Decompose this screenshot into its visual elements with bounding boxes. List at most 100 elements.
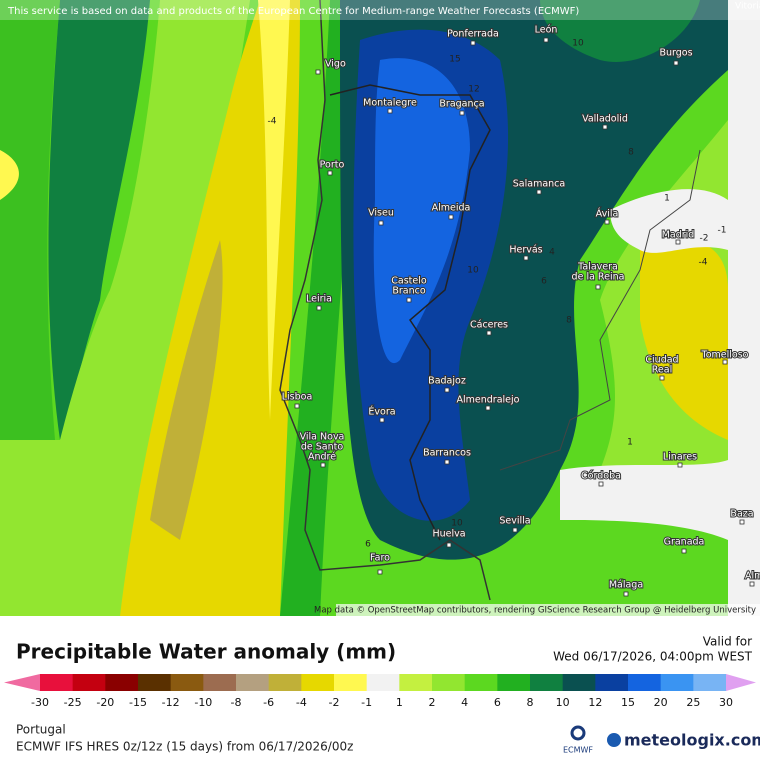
colorbar-label: -4 xyxy=(296,696,307,709)
border xyxy=(329,84,491,541)
city-label: Viseu xyxy=(368,208,394,219)
colorbar-cell xyxy=(530,674,564,691)
colorbar-cell xyxy=(595,674,629,691)
colorbar-cell xyxy=(170,674,204,691)
colorbar-label: 30 xyxy=(719,696,733,709)
colorbar-label: 8 xyxy=(527,696,534,709)
city-label: Vila Nova xyxy=(300,432,345,443)
contour-label: -2 xyxy=(700,234,709,244)
colorbar-cell xyxy=(366,674,400,691)
city-label: Vigo xyxy=(325,59,346,70)
city-label: Real xyxy=(652,365,672,376)
city-dot xyxy=(486,330,492,336)
colorbar-label: 6 xyxy=(494,696,501,709)
city-label: Linares xyxy=(663,452,697,463)
colorbar-cell xyxy=(399,674,433,691)
valid-time: Wed 06/17/2026, 04:00pm WEST xyxy=(553,650,753,664)
valid-label: Valid for xyxy=(703,635,752,649)
city-label: Alm xyxy=(745,571,760,582)
city-dot xyxy=(523,255,529,261)
city-label: Faro xyxy=(370,553,390,564)
colorbar-label: -10 xyxy=(194,696,212,709)
city-label: Bragança xyxy=(439,99,484,110)
city-label: Almeida xyxy=(432,203,471,214)
contour-label: 10 xyxy=(467,266,479,276)
contour-label: 12 xyxy=(468,85,479,95)
city-label: Hervás xyxy=(509,245,542,256)
city-label: Cáceres xyxy=(470,320,508,331)
city-dot xyxy=(470,40,476,46)
colorbar-label: -15 xyxy=(129,696,147,709)
colorbar-label: -12 xyxy=(162,696,180,709)
city-dot xyxy=(598,481,604,487)
region-border xyxy=(499,149,701,471)
colorbar-label: 4 xyxy=(461,696,468,709)
city-dot xyxy=(485,405,491,411)
contour-label: 8 xyxy=(566,316,572,326)
city-dot xyxy=(677,462,683,468)
colorbar-cell xyxy=(660,674,694,691)
city-label: Talavera xyxy=(577,262,618,273)
colorbar-cell xyxy=(105,674,139,691)
colorbar-cell xyxy=(301,674,335,691)
colorbar-label: -8 xyxy=(231,696,242,709)
contour-label: -4 xyxy=(699,258,708,268)
city-dot xyxy=(602,124,608,130)
contour-label: 10 xyxy=(451,519,463,529)
colorbar-cell xyxy=(203,674,237,691)
contour-label: 6 xyxy=(541,277,547,287)
city-label: Málaga xyxy=(609,580,643,591)
city-label: Montalegre xyxy=(363,98,417,109)
city-label: Castelo xyxy=(391,276,427,287)
colorbar-label: 2 xyxy=(429,696,436,709)
colorbar-label: -30 xyxy=(31,696,49,709)
city-dot xyxy=(377,569,383,575)
credit-bg xyxy=(336,604,760,616)
region: Portugal xyxy=(16,723,66,737)
city-dot xyxy=(675,239,681,245)
city-dot xyxy=(749,581,755,587)
contour-label: -4 xyxy=(268,117,277,127)
band xyxy=(0,0,60,440)
band xyxy=(0,150,19,200)
meteologix-icon xyxy=(607,733,621,747)
contour-label: 6 xyxy=(365,540,371,550)
colorbar-cell xyxy=(334,674,368,691)
contour-label: 4 xyxy=(549,248,555,258)
city-dot xyxy=(536,189,542,195)
band xyxy=(373,58,470,364)
band xyxy=(560,460,728,540)
contour-label: 1 xyxy=(627,438,633,448)
colorbar-cell xyxy=(40,674,74,691)
map: Ponferrada León Burgos Vigo Montalegre Bragan… xyxy=(0,0,760,616)
city-dot xyxy=(604,219,610,225)
city-label: Almendralejo xyxy=(457,395,520,406)
city-label: Barrancos xyxy=(423,448,471,459)
band xyxy=(640,240,728,440)
city-label: Baza xyxy=(730,509,753,520)
colorbar-label: 1 xyxy=(396,696,403,709)
colorbar-cell xyxy=(432,674,466,691)
band xyxy=(0,0,250,616)
colorbar-label: -6 xyxy=(263,696,274,709)
colorbar-label: 15 xyxy=(621,696,635,709)
colorbar-cell xyxy=(464,674,498,691)
city-dot xyxy=(327,170,333,176)
city-dot xyxy=(294,403,300,409)
city-label: Córdoba xyxy=(581,471,621,482)
city-dot xyxy=(446,542,452,548)
city-dot xyxy=(379,417,385,423)
contour-label: 15 xyxy=(449,55,460,65)
colorbar-label: 25 xyxy=(686,696,700,709)
colorbar-cell xyxy=(562,674,596,691)
city-label: Leiria xyxy=(306,294,332,305)
city-label: Ponferrada xyxy=(447,29,499,40)
band xyxy=(258,0,290,420)
city-label: Madrid xyxy=(662,230,695,241)
colorbar-label: 12 xyxy=(588,696,602,709)
ecmwf-logo: ECMWF xyxy=(563,746,593,755)
meteologix-logo: meteologix.com xyxy=(624,731,760,750)
city-label: de la Reina xyxy=(572,272,625,283)
model-info: ECMWF IFS HRES 0z/12z (15 days) from 06/… xyxy=(16,740,353,754)
